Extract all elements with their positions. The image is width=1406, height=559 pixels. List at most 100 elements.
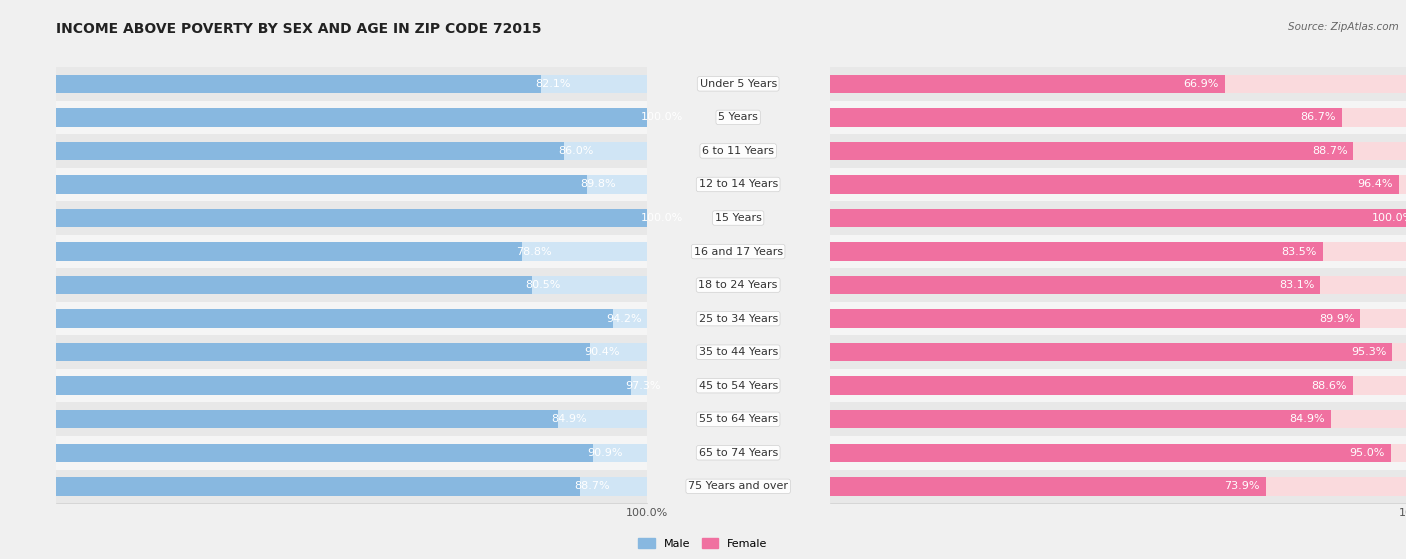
Text: 97.3%: 97.3%: [624, 381, 661, 391]
Bar: [56, 209, 647, 228]
Text: 18 to 24 Years: 18 to 24 Years: [699, 280, 778, 290]
Bar: [830, 67, 1406, 101]
Bar: [830, 168, 1406, 201]
Bar: [830, 276, 1320, 294]
Bar: [830, 268, 1406, 302]
Bar: [830, 377, 1406, 395]
Bar: [56, 444, 593, 462]
Bar: [56, 243, 647, 260]
Text: 25 to 34 Years: 25 to 34 Years: [699, 314, 778, 324]
Bar: [830, 310, 1361, 328]
Text: 35 to 44 Years: 35 to 44 Years: [699, 347, 778, 357]
Text: 84.9%: 84.9%: [551, 414, 588, 424]
Bar: [830, 142, 1406, 160]
Bar: [56, 436, 647, 470]
Text: 83.5%: 83.5%: [1281, 247, 1317, 257]
Text: 94.2%: 94.2%: [606, 314, 643, 324]
Text: 84.9%: 84.9%: [1289, 414, 1324, 424]
Bar: [56, 75, 541, 93]
Text: 95.3%: 95.3%: [1351, 347, 1386, 357]
Bar: [56, 477, 647, 496]
Text: 83.1%: 83.1%: [1279, 280, 1315, 290]
Bar: [56, 75, 647, 93]
Text: 45 to 54 Years: 45 to 54 Years: [699, 381, 778, 391]
Text: 6 to 11 Years: 6 to 11 Years: [702, 146, 775, 156]
Bar: [830, 343, 1406, 362]
Text: 66.9%: 66.9%: [1184, 79, 1219, 89]
Bar: [56, 67, 647, 101]
Bar: [830, 444, 1406, 462]
Bar: [830, 410, 1331, 429]
Bar: [56, 377, 647, 395]
Text: 73.9%: 73.9%: [1225, 481, 1260, 491]
Bar: [830, 235, 1406, 268]
Text: 86.0%: 86.0%: [558, 146, 593, 156]
Bar: [56, 335, 647, 369]
Text: 55 to 64 Years: 55 to 64 Years: [699, 414, 778, 424]
Text: 95.0%: 95.0%: [1350, 448, 1385, 458]
Bar: [830, 176, 1406, 194]
Text: 89.8%: 89.8%: [581, 179, 616, 190]
Bar: [830, 477, 1265, 496]
Bar: [56, 176, 586, 194]
Bar: [830, 176, 1399, 194]
Bar: [830, 276, 1406, 294]
Text: 100.0%: 100.0%: [641, 112, 683, 122]
Bar: [830, 369, 1406, 402]
Bar: [56, 176, 647, 194]
Bar: [56, 268, 647, 302]
Bar: [56, 243, 522, 260]
Bar: [56, 402, 647, 436]
Legend: Male, Female: Male, Female: [634, 534, 772, 553]
Bar: [830, 377, 1353, 395]
Bar: [56, 108, 647, 127]
Bar: [830, 209, 1406, 228]
Bar: [56, 410, 647, 429]
Bar: [830, 101, 1406, 134]
Bar: [830, 402, 1406, 436]
Bar: [830, 410, 1406, 429]
Text: 82.1%: 82.1%: [536, 79, 571, 89]
Bar: [56, 101, 647, 134]
Text: 88.7%: 88.7%: [574, 481, 610, 491]
Text: 96.4%: 96.4%: [1357, 179, 1393, 190]
Text: 88.7%: 88.7%: [1312, 146, 1347, 156]
Bar: [56, 310, 647, 328]
Bar: [830, 75, 1406, 93]
Text: 100.0%: 100.0%: [641, 213, 683, 223]
Bar: [56, 410, 558, 429]
Bar: [830, 134, 1406, 168]
Bar: [830, 201, 1406, 235]
Text: 80.5%: 80.5%: [526, 280, 561, 290]
Bar: [56, 134, 647, 168]
Bar: [830, 243, 1406, 260]
Text: 15 Years: 15 Years: [714, 213, 762, 223]
Text: INCOME ABOVE POVERTY BY SEX AND AGE IN ZIP CODE 72015: INCOME ABOVE POVERTY BY SEX AND AGE IN Z…: [56, 22, 541, 36]
Bar: [56, 343, 647, 362]
Bar: [830, 108, 1341, 127]
Bar: [830, 108, 1406, 127]
Bar: [56, 477, 581, 496]
Bar: [56, 142, 564, 160]
Text: 78.8%: 78.8%: [516, 247, 551, 257]
Text: 12 to 14 Years: 12 to 14 Years: [699, 179, 778, 190]
Bar: [830, 444, 1391, 462]
Bar: [830, 470, 1406, 503]
Text: 100.0%: 100.0%: [1372, 213, 1406, 223]
Bar: [56, 276, 647, 294]
Bar: [830, 436, 1406, 470]
Bar: [830, 142, 1354, 160]
Bar: [56, 369, 647, 402]
Bar: [56, 201, 647, 235]
Text: 75 Years and over: 75 Years and over: [688, 481, 789, 491]
Text: 89.9%: 89.9%: [1319, 314, 1354, 324]
Bar: [830, 335, 1406, 369]
Bar: [830, 75, 1225, 93]
Text: 88.6%: 88.6%: [1312, 381, 1347, 391]
Bar: [56, 168, 647, 201]
Bar: [830, 310, 1406, 328]
Bar: [830, 343, 1392, 362]
Text: Source: ZipAtlas.com: Source: ZipAtlas.com: [1288, 22, 1399, 32]
Bar: [56, 209, 647, 228]
Bar: [56, 343, 591, 362]
